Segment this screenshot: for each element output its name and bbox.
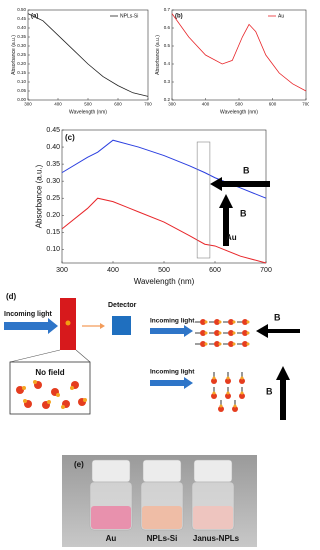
field-arrow <box>256 324 300 338</box>
data-line <box>27 13 149 97</box>
y-tick-label: 0.2 <box>164 97 171 102</box>
x-tick-label: 300 <box>168 102 176 107</box>
x-tick-label: 500 <box>235 102 243 107</box>
x-axis-label: Wavelength (nm) <box>134 277 195 286</box>
highlight-box <box>196 141 211 259</box>
y-tick-label: 0.20 <box>17 61 26 66</box>
y-tick-label: 0.3 <box>164 79 171 84</box>
y-tick-label: 0.25 <box>46 195 60 202</box>
y-tick-label: 0.10 <box>17 79 26 84</box>
light-arrow <box>150 325 193 337</box>
diagram: (d) Incoming light No field Detector Inc… <box>4 292 300 420</box>
vials <box>89 459 235 531</box>
x-tick-label: 500 <box>84 102 92 107</box>
light-arrow <box>150 377 193 389</box>
vial-label: Au <box>106 534 117 543</box>
x-tick-label: 600 <box>209 267 221 274</box>
y-tick-label: 0.4 <box>164 61 171 66</box>
aligned-particles <box>195 319 250 347</box>
chart: 0.2 0.3 0.4 0.5 0.6 0.7 300 400 500 600 700 Wavelen… <box>155 7 309 115</box>
y-tick-label: 0.10 <box>46 246 60 253</box>
y-tick-label: 0.35 <box>17 34 26 39</box>
plot-frame <box>61 129 267 264</box>
diagram-label: Incoming light <box>4 311 52 318</box>
plot-frame <box>171 9 307 101</box>
y-tick-label: 0.30 <box>17 43 26 48</box>
vial-label: Janus-NPLs <box>193 534 240 543</box>
data-line <box>171 13 307 92</box>
field-label: B <box>266 386 273 396</box>
aligned-particles <box>211 372 245 412</box>
diagram-label: Incoming light <box>150 369 195 376</box>
y-axis-label: Absorbance (a.u.) <box>11 35 17 75</box>
x-axis-label: Wavelength (nm) <box>220 109 258 115</box>
zoom-line <box>75 349 91 363</box>
x-tick-label: 400 <box>54 102 62 107</box>
photo: (e) Au NPLs-Si Janus-NPLs <box>62 455 257 547</box>
y-tick-label: 0.40 <box>46 144 60 151</box>
x-tick-label: 600 <box>269 102 277 107</box>
chart: 0.10 0.15 0.20 0.25 0.30 0.35 0.40 0.45 300 400 50… <box>35 127 272 286</box>
chart: 0.00 0.05 0.10 0.15 0.20 0.25 0.30 0.35 0.40 0.45… <box>11 7 152 115</box>
field-label: B <box>274 312 281 322</box>
y-tick-label: 0.5 <box>164 43 171 48</box>
data-line <box>61 139 267 199</box>
panel-label: (e) <box>74 460 84 469</box>
x-tick-label: 700 <box>302 102 309 107</box>
figure: (d) Incoming light No field Detector Inc… <box>4 7 309 547</box>
x-tick-label: 700 <box>144 102 152 107</box>
annotation: B <box>243 165 250 175</box>
field-arrow <box>276 366 290 420</box>
y-tick-label: 0.35 <box>46 161 60 168</box>
y-tick-label: 0.40 <box>17 25 26 30</box>
y-tick-label: 0.6 <box>164 25 171 30</box>
y-tick-label: 0.00 <box>17 97 26 102</box>
y-tick-label: 0.20 <box>46 212 60 219</box>
panel-label: (c) <box>65 133 75 142</box>
field-arrow <box>219 194 233 246</box>
y-axis-label: Absorbance (a.u.) <box>35 164 44 228</box>
x-tick-label: 400 <box>107 267 119 274</box>
beam-arrow-head <box>100 323 105 329</box>
y-tick-label: 0.15 <box>17 70 26 75</box>
x-tick-label: 500 <box>158 267 170 274</box>
detector <box>112 316 131 335</box>
y-tick-label: 0.45 <box>46 127 60 134</box>
y-tick-label: 0.45 <box>17 16 26 21</box>
y-tick-label: 0.50 <box>17 7 26 12</box>
y-tick-label: 0.05 <box>17 88 26 93</box>
field-arrow <box>210 177 270 191</box>
diagram-label: Incoming light <box>150 318 195 325</box>
y-tick-label: 0.7 <box>164 7 171 12</box>
legend-label: NPLs-Si <box>120 13 138 19</box>
zoom-line <box>9 349 61 363</box>
x-tick-label: 600 <box>114 102 122 107</box>
y-tick-label: 0.25 <box>17 52 26 57</box>
legend-label: Au <box>278 13 284 19</box>
y-axis-label: Absorbance (a.u.) <box>155 35 161 75</box>
particle <box>65 320 71 326</box>
particles <box>16 380 87 409</box>
vial-label: NPLs-Si <box>147 534 178 543</box>
annotation: Au <box>226 233 237 242</box>
x-tick-label: 400 <box>202 102 210 107</box>
diagram-label: No field <box>35 368 64 377</box>
x-axis-label: Wavelength (nm) <box>69 109 107 115</box>
panel-label: (b) <box>175 14 183 20</box>
x-tick-label: 300 <box>56 267 68 274</box>
diagram-label: Detector <box>108 302 137 309</box>
y-tick-label: 0.30 <box>46 178 60 185</box>
data-line <box>61 197 267 264</box>
x-tick-label: 300 <box>24 102 32 107</box>
x-tick-label: 700 <box>260 267 272 274</box>
light-arrow <box>4 318 58 334</box>
annotation: B <box>240 208 247 218</box>
panel-label: (d) <box>6 292 17 301</box>
y-tick-label: 0.15 <box>46 229 60 236</box>
